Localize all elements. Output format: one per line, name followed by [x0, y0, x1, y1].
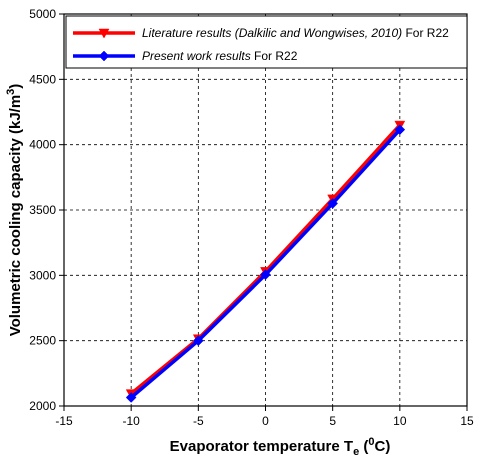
- legend-label-rest: For R22: [402, 26, 449, 40]
- y-axis-title-close: ): [7, 84, 24, 89]
- y-axis-title: Volumetric cooling capacity (kJ/m3): [5, 84, 24, 337]
- x-tick-label: -15: [55, 414, 73, 428]
- x-axis-title-close: C): [374, 438, 390, 455]
- y-tick-label: 3000: [29, 268, 56, 282]
- x-tick-label: 15: [460, 414, 474, 428]
- data-point: [98, 28, 110, 39]
- data-point: [260, 269, 271, 281]
- series-group: [125, 120, 406, 403]
- legend-label-italic: Present work results: [142, 49, 251, 63]
- y-axis-title-superscript: 3: [5, 89, 17, 95]
- y-axis-title-main: Volumetric cooling capacity (kJ/m: [7, 95, 24, 336]
- x-tick-label: 10: [393, 414, 407, 428]
- x-axis-title-superscript: 0: [368, 436, 374, 448]
- axes: -15 -10 -5 0 5 10 15 2000 2500 3000 3500 4000 4500 50…: [29, 7, 474, 428]
- legend-label: Present work results For R22: [142, 49, 298, 63]
- y-tick-label: 3500: [29, 203, 56, 217]
- series-2: [125, 124, 406, 403]
- x-tick-label: -10: [122, 414, 140, 428]
- y-tick-label: 4500: [29, 72, 56, 86]
- y-tick-label: 4000: [29, 138, 56, 152]
- legend-entry-2: Present work results For R22: [73, 49, 298, 63]
- x-axis-title-open: (: [359, 438, 368, 455]
- legend-box: [65, 15, 468, 69]
- data-point: [98, 50, 110, 62]
- x-axis-title-main: Evaporator temperature T: [170, 438, 353, 455]
- data-point: [125, 392, 137, 403]
- x-axis-title-subscript: e: [353, 446, 359, 458]
- data-point: [394, 124, 406, 135]
- legend-label-italic: Literature results (Dalkilic and Wongwis…: [142, 26, 402, 40]
- legend-label: Literature results (Dalkilic and Wongwis…: [142, 26, 449, 40]
- data-point: [327, 198, 339, 209]
- grid-lines: [64, 14, 467, 406]
- y-tick-label: 2500: [29, 334, 56, 348]
- legend-label-rest: For R22: [251, 49, 298, 63]
- x-axis-title: Evaporator temperature Te (0C): [170, 436, 391, 458]
- x-tick-label: 0: [262, 414, 269, 428]
- data-point: [192, 335, 204, 347]
- y-tick-label: 5000: [29, 7, 56, 21]
- y-tick-label: 2000: [29, 399, 56, 413]
- x-tick-label: -5: [193, 414, 204, 428]
- legend: Literature results (Dalkilic and Wongwis…: [65, 15, 468, 69]
- legend-entry-1: Literature results (Dalkilic and Wongwis…: [73, 26, 449, 40]
- x-tick-label: 5: [329, 414, 336, 428]
